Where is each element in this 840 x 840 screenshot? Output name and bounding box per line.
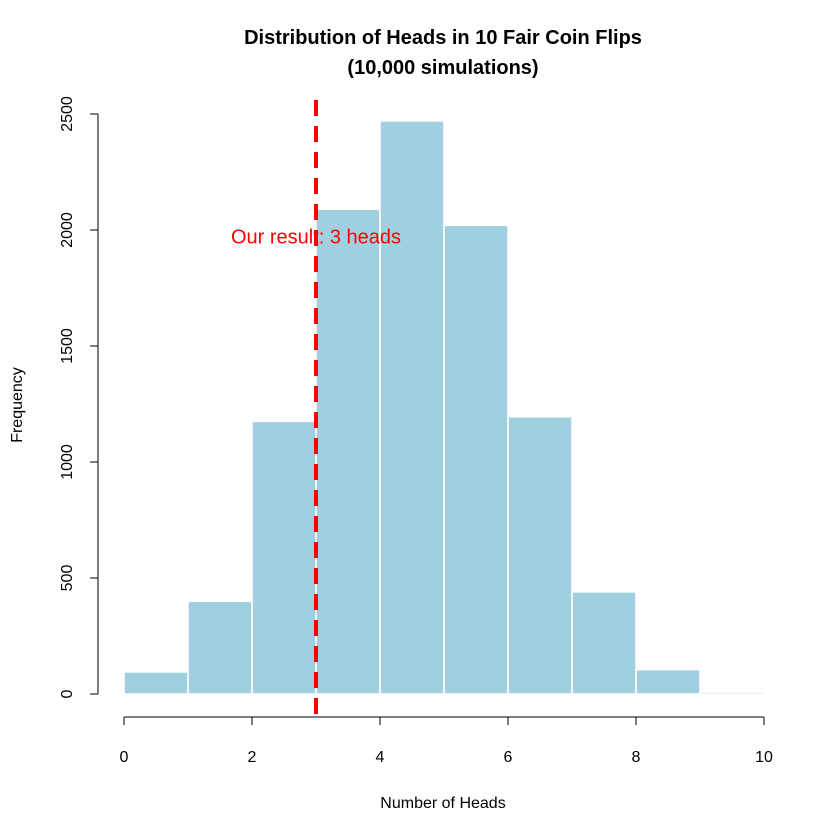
x-tick-label: 10 (755, 749, 773, 766)
chart-title: Distribution of Heads in 10 Fair Coin Fl… (244, 27, 642, 49)
histogram-bar (315, 208, 381, 695)
y-tick-label: 2000 (59, 212, 76, 248)
y-tick-label: 500 (59, 565, 76, 592)
x-tick-label: 8 (632, 749, 641, 766)
x-tick-label: 2 (248, 749, 257, 766)
x-tick-label: 6 (504, 749, 513, 766)
x-axis-title: Number of Heads (380, 795, 505, 812)
y-axis-title: Frequency (9, 367, 26, 443)
result-annotation: Our result: 3 heads (231, 227, 401, 249)
x-axis: 0 2 4 6 8 10 (120, 716, 773, 766)
histogram-bar (699, 691, 765, 695)
y-tick-label: 1000 (59, 444, 76, 480)
x-tick-label: 0 (120, 749, 129, 766)
histogram-bar (379, 120, 445, 695)
histogram-bar (507, 416, 573, 695)
y-tick-label: 1500 (59, 328, 76, 364)
histogram-bar (571, 591, 637, 695)
histogram-bar (123, 671, 189, 695)
y-tick-label: 2500 (59, 96, 76, 132)
histogram-bars (123, 120, 765, 695)
y-tick-label: 0 (59, 689, 76, 698)
histogram-bar (251, 420, 317, 695)
y-axis: 0 500 1000 1500 2000 2500 (59, 96, 99, 698)
histogram-bar (443, 224, 509, 695)
chart-subtitle: (10,000 simulations) (347, 57, 538, 79)
histogram-bar (187, 600, 253, 695)
histogram-bar (635, 668, 701, 695)
x-tick-label: 4 (376, 749, 385, 766)
